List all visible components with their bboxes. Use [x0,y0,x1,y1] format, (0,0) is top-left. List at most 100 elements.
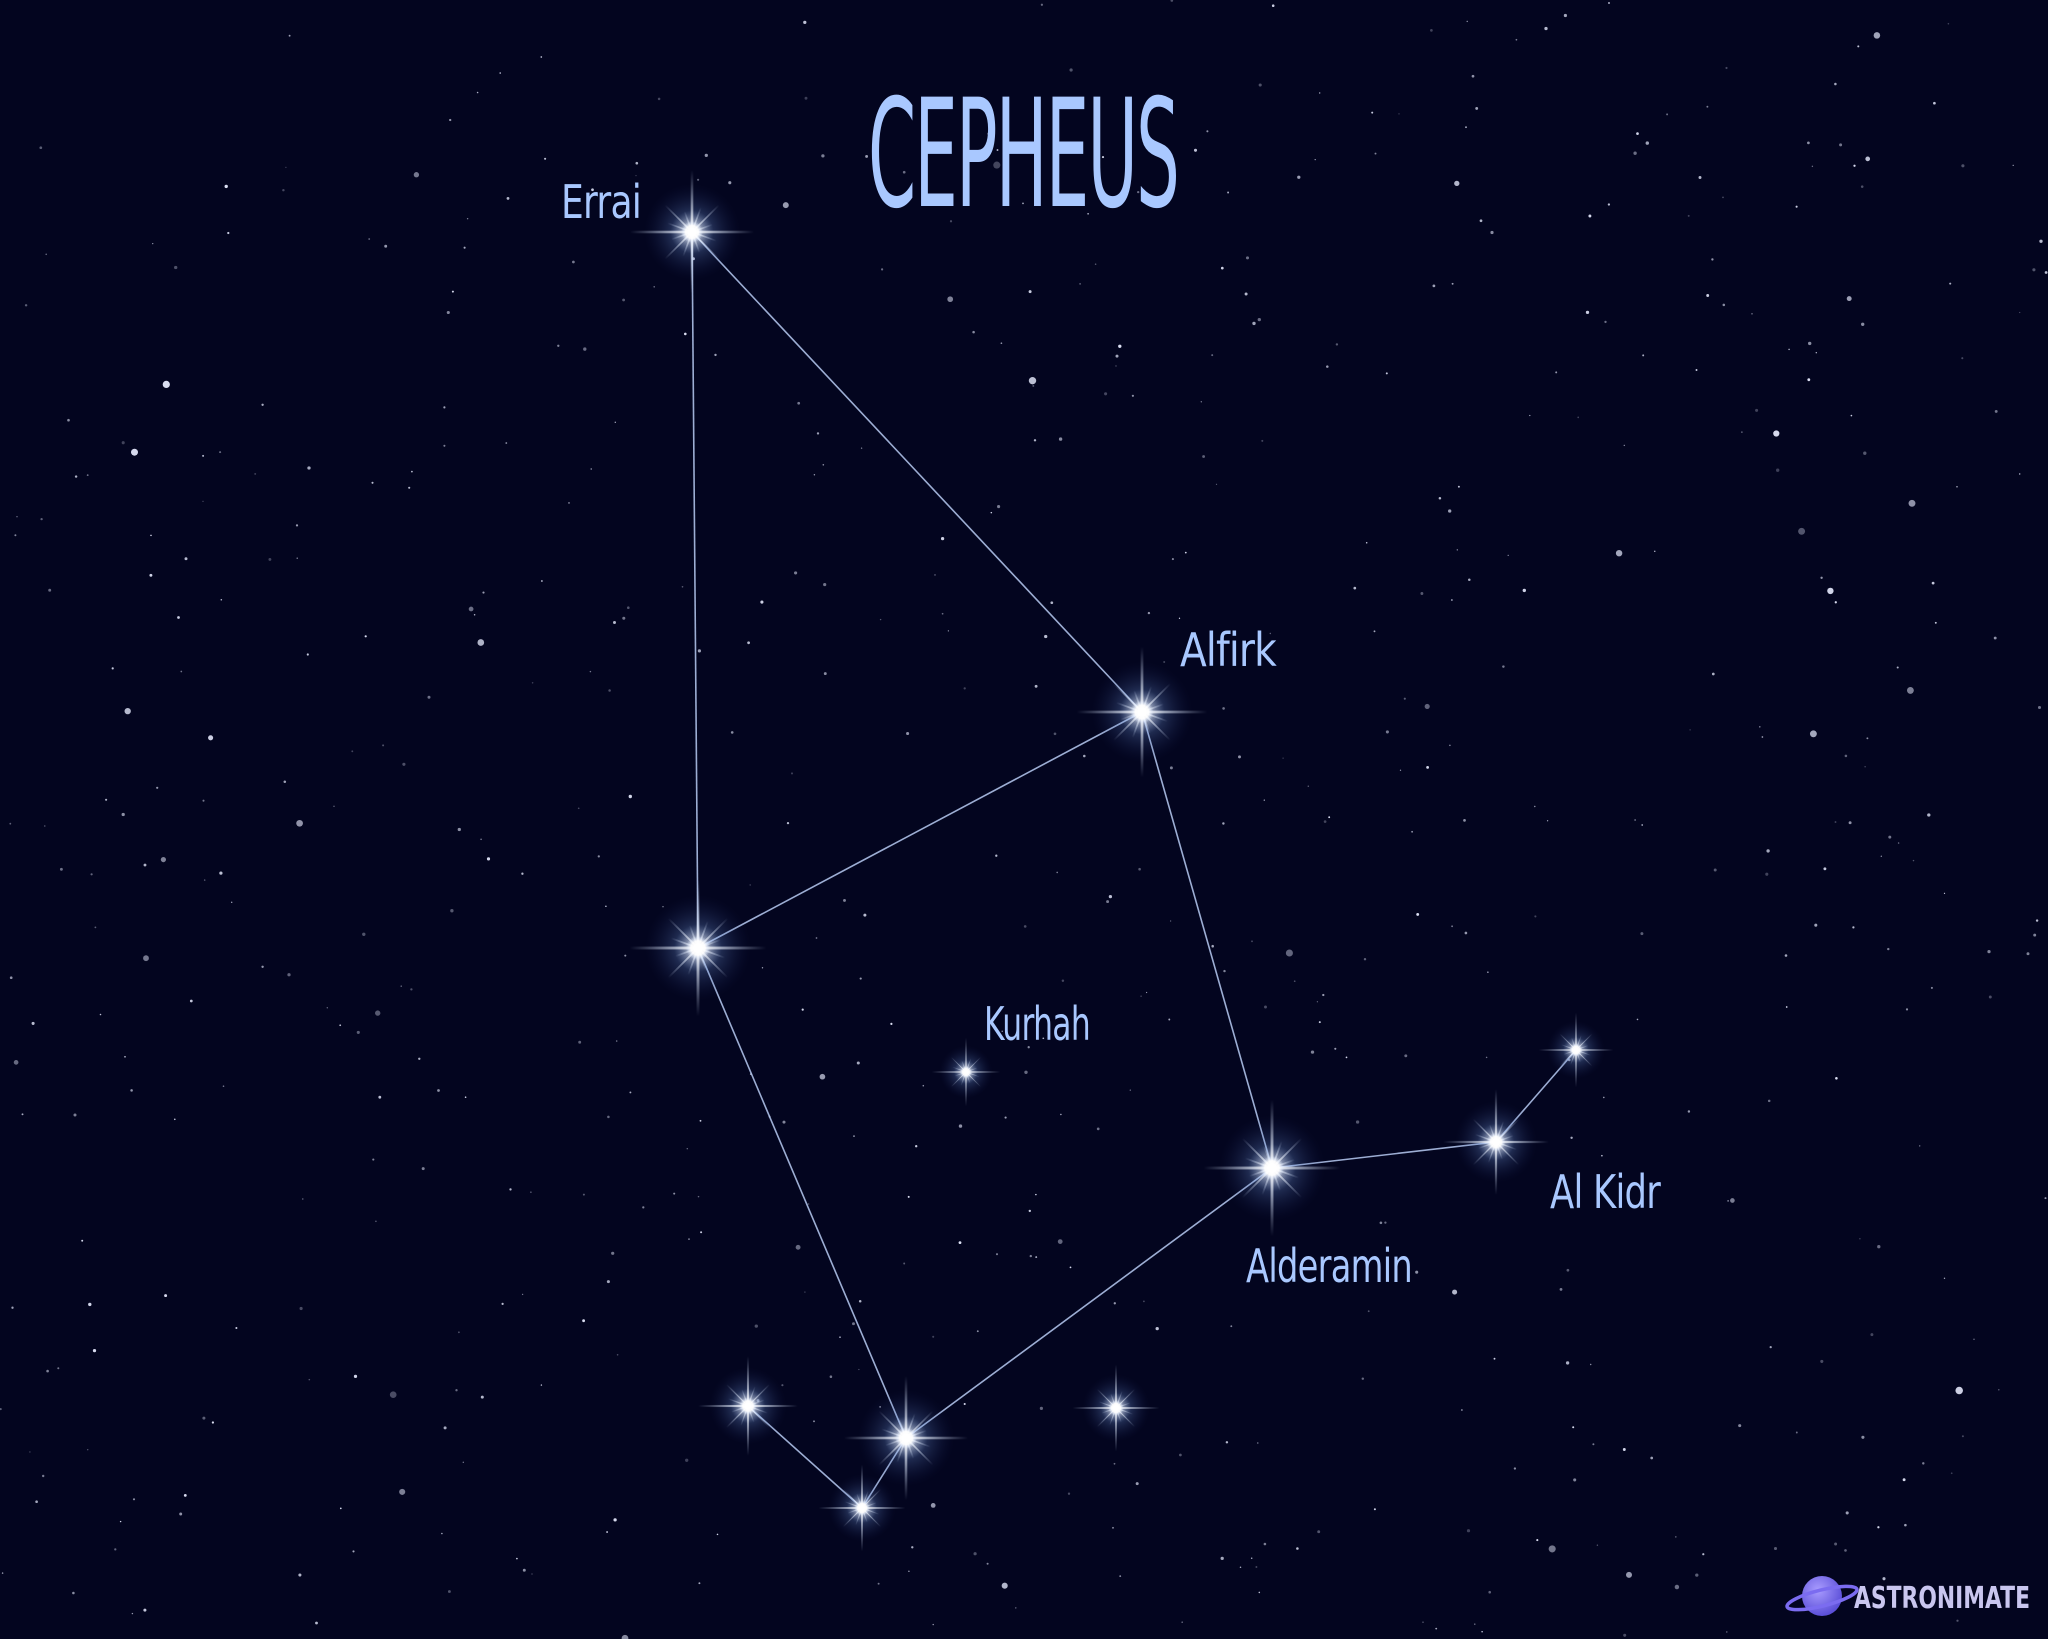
background-star [963,1402,966,1406]
background-star [1115,365,1117,367]
background-star [1060,1113,1062,1116]
background-star [1479,219,1483,223]
background-star [477,639,485,646]
background-star [662,906,664,908]
background-star [1640,932,1644,936]
background-star [1374,152,1377,155]
background-star [152,242,154,245]
background-star [202,500,204,503]
background-star [1488,1590,1491,1594]
background-star [1860,185,1864,188]
background-star [1420,592,1424,595]
background-star [1147,611,1151,615]
star-zeta [629,879,767,1017]
background-star [1633,151,1637,155]
background-star [922,1084,925,1087]
background-star [1385,372,1388,375]
line-alfirk-alderamin [1141,711,1273,1169]
background-star [1463,819,1466,822]
background-star [1171,558,1174,561]
background-star [450,909,454,913]
background-star [295,524,299,527]
background-star [700,1231,703,1234]
background-star [24,304,28,307]
background-star [608,689,611,692]
background-star [1471,74,1475,78]
background-star [890,1022,893,1026]
background-star [1623,444,1626,447]
background-star [1101,156,1105,159]
astronimate-logo[interactable]: ASTRONIMATE [1785,1576,2030,1616]
background-star [1711,672,1715,676]
background-star [261,965,264,968]
background-star [1642,354,1645,357]
background-star [1931,581,1935,585]
background-star [714,353,717,357]
background-star [923,184,926,188]
background-star [1411,830,1413,833]
background-star [1365,542,1368,544]
background-star [72,1591,75,1595]
background-star [801,1008,804,1011]
background-star [1314,158,1316,161]
star-delta [844,1376,968,1500]
background-star [427,695,431,699]
background-star [1930,986,1933,989]
background-star [411,470,413,473]
background-star [657,97,661,101]
background-star [308,1378,311,1381]
background-star [1373,1508,1376,1511]
background-star [747,641,750,645]
background-star [1544,26,1548,31]
background-star [1222,822,1225,825]
background-star [486,857,491,861]
background-star [1451,599,1453,601]
background-star [74,475,78,478]
background-star [1927,813,1931,817]
background-star [1129,1089,1131,1091]
background-star [685,1458,689,1462]
background-star [480,838,482,841]
background-star [99,1013,102,1016]
background-star [402,762,406,766]
background-star [860,447,863,449]
background-star [468,606,474,612]
background-star [501,1302,504,1306]
background-star [1622,1448,1626,1451]
background-star [930,1503,936,1508]
background-star [1297,175,1301,179]
background-star [421,1167,425,1171]
background-star [1022,202,1024,205]
background-star [1230,1325,1233,1328]
background-star [1767,1099,1771,1103]
background-star [1454,180,1460,187]
background-star [131,448,138,456]
background-star [1466,1529,1471,1533]
background-star [90,873,93,876]
star-epsilon [818,1464,906,1552]
background-star [1592,1443,1595,1446]
background-star [987,132,990,135]
background-star [907,1195,910,1198]
background-star [613,621,616,624]
background-star [1820,576,1823,579]
background-star [1608,2,1610,4]
background-star [1585,310,1590,315]
background-star [1475,106,1479,110]
background-star [804,1291,806,1293]
background-star [1565,1361,1570,1365]
background-star [143,1608,147,1612]
background-star [1961,357,1964,360]
background-star [995,1253,999,1256]
background-star [653,286,655,288]
background-star [1069,68,1073,72]
background-star [1947,22,1950,25]
background-star [908,1570,910,1572]
background-star [94,926,97,929]
background-star [1776,468,1780,472]
background-star [1902,1478,1906,1482]
background-star [997,505,1001,509]
background-star [1461,1409,1463,1411]
background-star [499,72,501,74]
